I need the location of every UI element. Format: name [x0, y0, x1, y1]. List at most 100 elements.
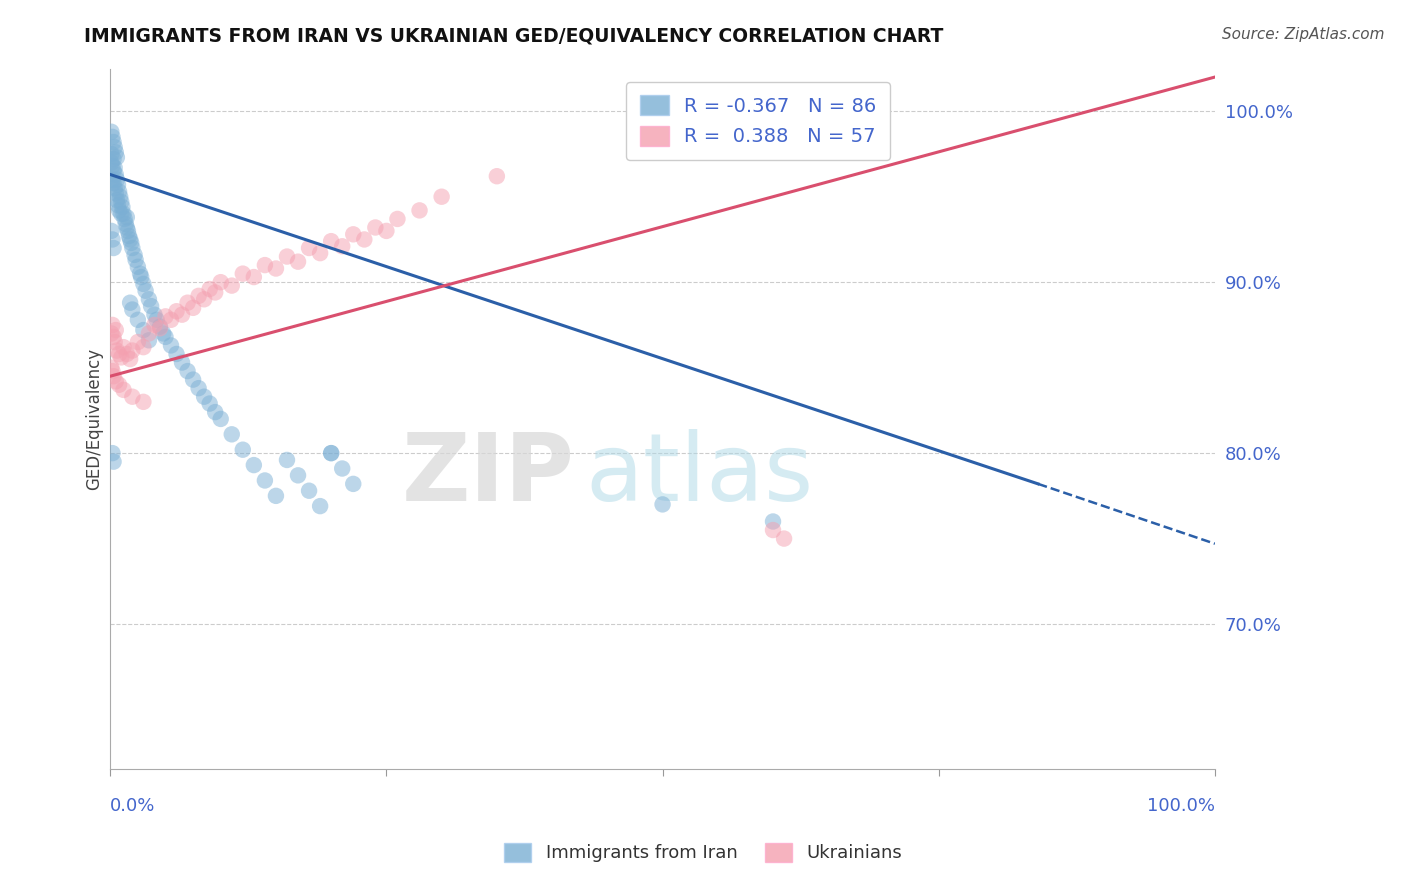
Legend: Immigrants from Iran, Ukrainians: Immigrants from Iran, Ukrainians — [496, 836, 910, 870]
Point — [107, 198, 129, 212]
Point — [135, 284, 157, 298]
Point — [129, 270, 152, 285]
Point — [430, 190, 453, 204]
Point — [166, 304, 188, 318]
Point — [321, 234, 343, 248]
Point — [101, 446, 124, 460]
Point — [160, 338, 183, 352]
Text: ZIP: ZIP — [401, 429, 574, 521]
Point — [101, 318, 124, 332]
Point — [181, 373, 204, 387]
Point — [100, 326, 122, 341]
Point — [108, 377, 131, 392]
Point — [120, 235, 142, 250]
Point — [112, 383, 135, 397]
Point — [127, 313, 149, 327]
Point — [103, 330, 125, 344]
Point — [298, 241, 321, 255]
Point — [309, 499, 332, 513]
Point — [264, 489, 287, 503]
Point — [253, 258, 276, 272]
Point — [342, 476, 364, 491]
Point — [176, 295, 198, 310]
Point — [762, 523, 785, 537]
Point — [232, 267, 254, 281]
Point — [105, 172, 128, 186]
Point — [104, 181, 127, 195]
Point — [111, 200, 134, 214]
Point — [104, 145, 127, 160]
Point — [155, 330, 177, 344]
Point — [143, 308, 166, 322]
Point — [321, 446, 343, 460]
Point — [170, 308, 193, 322]
Point — [121, 343, 143, 358]
Point — [105, 193, 128, 207]
Point — [108, 347, 131, 361]
Point — [198, 396, 221, 410]
Point — [101, 172, 124, 186]
Point — [181, 301, 204, 315]
Point — [101, 364, 124, 378]
Point — [120, 352, 142, 367]
Point — [121, 241, 143, 255]
Point — [103, 152, 125, 166]
Point — [100, 155, 122, 169]
Point — [107, 178, 129, 192]
Point — [129, 267, 152, 281]
Point — [155, 310, 177, 324]
Point — [124, 252, 146, 267]
Point — [193, 390, 215, 404]
Point — [104, 323, 127, 337]
Point — [115, 211, 138, 225]
Point — [100, 224, 122, 238]
Point — [221, 278, 243, 293]
Point — [243, 270, 266, 285]
Point — [117, 224, 139, 238]
Point — [118, 229, 141, 244]
Point — [160, 313, 183, 327]
Point — [110, 194, 132, 209]
Point — [330, 461, 353, 475]
Point — [132, 323, 155, 337]
Point — [408, 203, 430, 218]
Text: 0.0%: 0.0% — [110, 797, 156, 815]
Point — [132, 394, 155, 409]
Point — [330, 239, 353, 253]
Point — [104, 168, 127, 182]
Point — [104, 161, 127, 175]
Point — [204, 405, 226, 419]
Point — [276, 453, 298, 467]
Point — [193, 293, 215, 307]
Point — [321, 446, 343, 460]
Point — [104, 374, 127, 388]
Text: atlas: atlas — [585, 429, 814, 521]
Legend: R = -0.367   N = 86, R =  0.388   N = 57: R = -0.367 N = 86, R = 0.388 N = 57 — [626, 82, 890, 160]
Point — [115, 220, 138, 235]
Point — [103, 369, 125, 384]
Point — [103, 135, 125, 149]
Point — [204, 285, 226, 300]
Point — [112, 340, 135, 354]
Point — [187, 289, 209, 303]
Point — [166, 347, 188, 361]
Point — [121, 390, 143, 404]
Point — [375, 224, 398, 238]
Point — [139, 299, 162, 313]
Point — [485, 169, 508, 184]
Point — [101, 232, 124, 246]
Point — [243, 458, 266, 472]
Point — [149, 321, 172, 335]
Point — [110, 351, 132, 365]
Point — [100, 147, 122, 161]
Point — [152, 326, 174, 341]
Text: 100.0%: 100.0% — [1147, 797, 1215, 815]
Point — [105, 150, 128, 164]
Point — [112, 207, 135, 221]
Text: IMMIGRANTS FROM IRAN VS UKRAINIAN GED/EQUIVALENCY CORRELATION CHART: IMMIGRANTS FROM IRAN VS UKRAINIAN GED/EQ… — [84, 27, 943, 45]
Point — [108, 203, 131, 218]
Point — [176, 364, 198, 378]
Point — [108, 185, 131, 199]
Point — [104, 334, 127, 349]
Point — [104, 140, 127, 154]
